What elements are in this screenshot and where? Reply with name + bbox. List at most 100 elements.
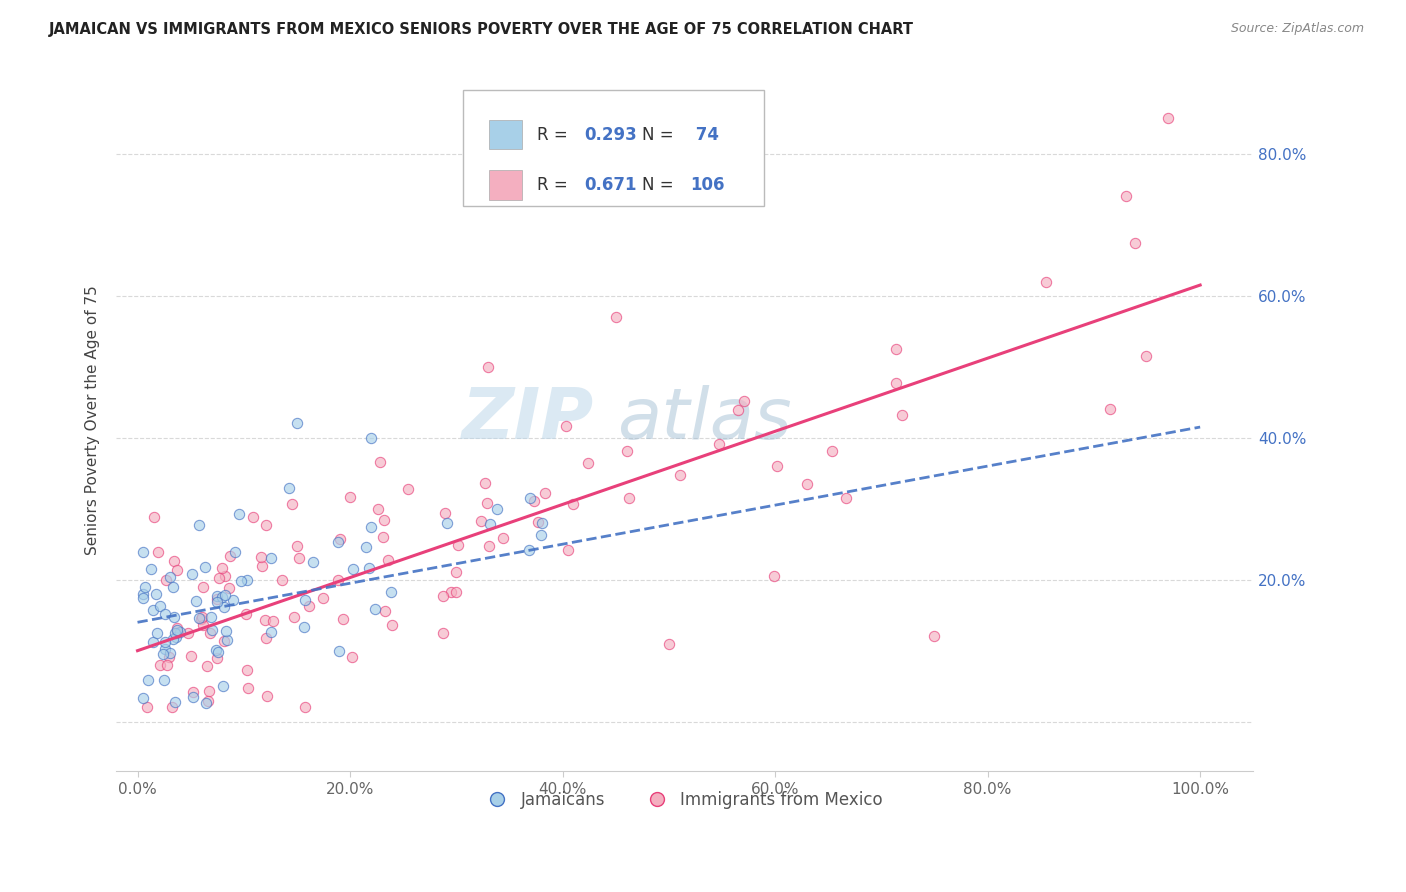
Point [440, 585, 463, 599]
Point [302, 555, 325, 569]
Legend: Jamaicans, Immigrants from Mexico: Jamaicans, Immigrants from Mexico [481, 784, 889, 816]
Point [523, 494, 546, 508]
Point [155, 573, 177, 587]
Point [486, 501, 509, 516]
Point [617, 491, 640, 505]
Point [262, 614, 284, 628]
Point [1123, 235, 1146, 250]
Text: R =: R = [537, 126, 574, 144]
Point [166, 625, 188, 640]
Point [207, 595, 229, 609]
Point [235, 663, 257, 677]
Point [342, 562, 364, 576]
Point [236, 574, 259, 588]
Point [519, 543, 541, 558]
Point [162, 610, 184, 624]
Point [166, 563, 188, 577]
Point [198, 683, 221, 698]
Point [141, 561, 163, 575]
Point [188, 517, 211, 532]
Point [132, 591, 155, 606]
Point [254, 631, 277, 645]
Point [669, 467, 692, 482]
Point [283, 609, 305, 624]
Point [134, 580, 156, 594]
Point [194, 559, 217, 574]
Point [205, 643, 228, 657]
Y-axis label: Seniors Poverty Over the Age of 75: Seniors Poverty Over the Age of 75 [86, 285, 100, 555]
Point [215, 624, 238, 638]
Point [212, 634, 235, 648]
Point [250, 550, 273, 565]
Point [519, 491, 541, 505]
Point [201, 624, 224, 638]
Point [329, 532, 352, 546]
Point [207, 592, 229, 607]
Point [1135, 349, 1157, 363]
Point [148, 545, 170, 559]
Text: 106: 106 [690, 177, 725, 194]
Point [533, 486, 555, 500]
Point [924, 630, 946, 644]
Point [658, 637, 681, 651]
Point [373, 513, 395, 527]
Point [277, 481, 299, 495]
Point [733, 393, 755, 408]
Point [432, 589, 454, 603]
Point [235, 607, 257, 622]
Point [191, 617, 214, 632]
Point [155, 607, 177, 622]
Point [228, 508, 250, 522]
Point [200, 626, 222, 640]
Point [527, 515, 550, 529]
Point [368, 455, 391, 469]
Point [1115, 189, 1137, 203]
Point [884, 343, 907, 357]
Point [152, 647, 174, 661]
Point [146, 625, 169, 640]
Point [281, 497, 304, 511]
Point [380, 585, 402, 599]
Point [474, 476, 496, 491]
Point [217, 632, 239, 647]
Point [444, 565, 467, 579]
Point [260, 624, 283, 639]
FancyBboxPatch shape [489, 170, 522, 200]
Point [396, 483, 419, 497]
Point [165, 626, 187, 640]
Point [143, 509, 166, 524]
Point [328, 535, 350, 549]
FancyBboxPatch shape [463, 89, 765, 205]
Point [562, 497, 585, 511]
Point [763, 569, 786, 583]
Point [155, 642, 177, 657]
Point [478, 540, 501, 554]
Point [135, 700, 157, 714]
Point [163, 695, 186, 709]
Point [218, 581, 240, 595]
Point [835, 491, 858, 505]
Point [132, 587, 155, 601]
Point [605, 310, 627, 324]
Point [294, 593, 316, 607]
Point [155, 635, 177, 649]
Point [328, 643, 350, 657]
Point [367, 501, 389, 516]
Text: N =: N = [641, 126, 679, 144]
Point [891, 409, 914, 423]
Point [211, 679, 233, 693]
Point [1035, 275, 1057, 289]
Point [576, 456, 599, 470]
Point [381, 617, 404, 632]
Point [142, 635, 165, 649]
Point [181, 690, 204, 704]
Text: N =: N = [641, 177, 679, 194]
Point [145, 587, 167, 601]
Point [194, 696, 217, 710]
Point [530, 516, 553, 530]
Point [176, 625, 198, 640]
Point [360, 431, 382, 445]
Point [162, 580, 184, 594]
Point [205, 590, 228, 604]
Point [229, 574, 252, 589]
